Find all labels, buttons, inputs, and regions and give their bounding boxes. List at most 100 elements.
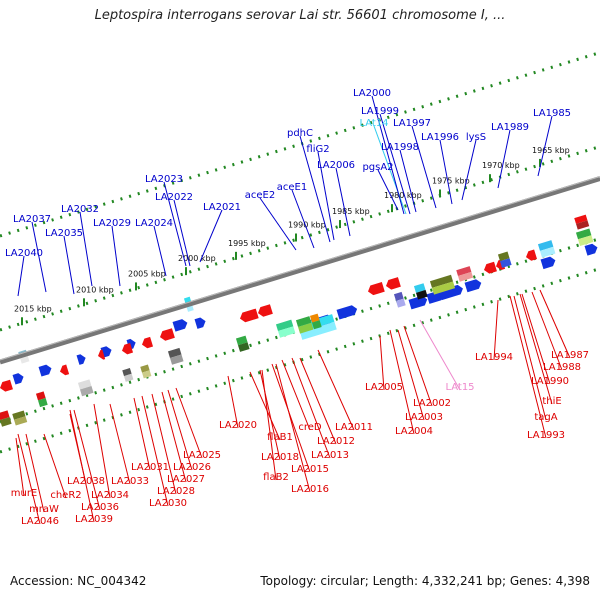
- gene-label-minus[interactable]: LA1988: [543, 362, 581, 373]
- plus-gene[interactable]: [336, 304, 359, 320]
- gene-label-minus[interactable]: LA1990: [531, 376, 569, 387]
- gene-label-plus[interactable]: LA2032: [61, 204, 99, 215]
- minus-gene-box[interactable]: [77, 379, 92, 390]
- plus-gene-box[interactable]: [432, 281, 456, 295]
- gene-label-minus[interactable]: flaB1: [267, 432, 293, 443]
- gene-label-plus[interactable]: LA2029: [93, 218, 131, 229]
- gene-label-plus[interactable]: aceE2: [245, 190, 275, 201]
- minus-gene-box[interactable]: [0, 417, 12, 427]
- minus-gene[interactable]: [159, 328, 175, 342]
- minus-gene-box[interactable]: [577, 235, 594, 246]
- plus-gene-box[interactable]: [396, 298, 406, 308]
- gene-label-minus[interactable]: LA2005: [365, 382, 403, 393]
- gene-label-plus[interactable]: LA2023: [145, 174, 183, 185]
- minus-gene-box[interactable]: [298, 322, 314, 334]
- gene-label-minus[interactable]: LA2033: [111, 476, 149, 487]
- gene-label-minus[interactable]: LA2030: [149, 498, 187, 509]
- gene-label-minus[interactable]: LA2004: [395, 426, 433, 437]
- minus-gene-box[interactable]: [142, 370, 152, 379]
- plus-gene[interactable]: [194, 316, 207, 329]
- plus-gene[interactable]: [438, 284, 465, 301]
- gene-label-plus[interactable]: LA1989: [491, 122, 529, 133]
- gene-label-minus[interactable]: creD: [298, 422, 322, 433]
- gene-label-plus[interactable]: LA2024: [135, 218, 173, 229]
- gene-label-minus[interactable]: mraW: [29, 504, 59, 515]
- minus-gene-box[interactable]: [35, 391, 46, 401]
- gene-label-minus[interactable]: thiE: [542, 396, 561, 407]
- minus-gene[interactable]: [385, 277, 401, 291]
- plus-gene[interactable]: [464, 278, 483, 293]
- minus-gene-box[interactable]: [235, 335, 248, 346]
- minus-gene[interactable]: [0, 379, 13, 393]
- minus-gene-box[interactable]: [37, 398, 48, 408]
- plus-gene-box[interactable]: [429, 274, 454, 288]
- plus-gene[interactable]: [76, 353, 88, 365]
- minus-gene[interactable]: [141, 336, 154, 349]
- gene-label-minus[interactable]: LA2012: [317, 436, 355, 447]
- minus-gene-box[interactable]: [167, 347, 182, 359]
- gene-label-plus[interactable]: aceE1: [277, 182, 307, 193]
- minus-gene-box[interactable]: [169, 354, 184, 365]
- plus-gene[interactable]: [12, 372, 25, 385]
- gene-label-minus[interactable]: LA2034: [91, 490, 129, 501]
- minus-gene-box[interactable]: [123, 373, 134, 382]
- minus-gene-box[interactable]: [275, 319, 294, 332]
- minus-gene-box[interactable]: [312, 320, 322, 330]
- plus-gene-box[interactable]: [413, 283, 426, 293]
- plus-gene-box[interactable]: [416, 289, 428, 300]
- gene-label-minus[interactable]: cheR2: [50, 490, 81, 501]
- gene-label-plus[interactable]: lysS: [466, 132, 486, 143]
- plus-gene[interactable]: [38, 363, 53, 377]
- gene-label-minus[interactable]: LA2015: [291, 464, 329, 475]
- plus-gene-box[interactable]: [456, 266, 472, 276]
- gene-label-plus[interactable]: LA1985: [533, 108, 571, 119]
- minus-gene-box[interactable]: [537, 240, 554, 251]
- gene-label-minus[interactable]: LA1987: [551, 350, 589, 361]
- minus-gene-box[interactable]: [238, 342, 250, 352]
- gene-label-minus[interactable]: LA2002: [413, 398, 451, 409]
- gene-label-plus[interactable]: LA2035: [45, 228, 83, 239]
- plus-gene[interactable]: [584, 243, 599, 256]
- gene-label-minus[interactable]: LA2011: [335, 422, 373, 433]
- plus-gene[interactable]: [408, 295, 429, 310]
- gene-label-plus[interactable]: fliG2: [306, 144, 329, 155]
- minus-gene-box[interactable]: [576, 220, 590, 230]
- gene-label-minus[interactable]: flaB2: [263, 472, 289, 483]
- gene-label-plus[interactable]: LA1999: [361, 106, 399, 117]
- minus-gene[interactable]: [525, 249, 538, 261]
- gene-label-minus[interactable]: murE: [11, 488, 38, 499]
- minus-gene-box[interactable]: [575, 228, 592, 240]
- gene-label-plus[interactable]: LA1997: [393, 118, 431, 129]
- gene-label-plus[interactable]: LA2021: [203, 202, 241, 213]
- gene-label-minus[interactable]: LA2018: [261, 452, 299, 463]
- gene-label-plus[interactable]: LA1996: [421, 132, 459, 143]
- gene-label-minus[interactable]: LA2046: [21, 516, 59, 527]
- plus-gene-box[interactable]: [458, 271, 474, 282]
- gene-label-minus[interactable]: LA2026: [173, 462, 211, 473]
- gene-label-plus[interactable]: pdhC: [287, 128, 313, 139]
- minus-gene-box[interactable]: [574, 214, 588, 224]
- gene-label-plus[interactable]: LA2006: [317, 160, 355, 171]
- gene-label-minus[interactable]: LA2031: [131, 462, 169, 473]
- minus-gene-box[interactable]: [499, 258, 512, 268]
- minus-gene-box[interactable]: [0, 410, 10, 421]
- plus-gene-box[interactable]: [393, 291, 404, 301]
- gene-label-minus[interactable]: LA2036: [81, 502, 119, 513]
- gene-label-minus[interactable]: LA1993: [527, 430, 565, 441]
- plus-gene[interactable]: [540, 255, 557, 270]
- minus-gene-box[interactable]: [140, 364, 150, 373]
- gene-label-minus[interactable]: LA2016: [291, 484, 329, 495]
- minus-gene-box[interactable]: [79, 386, 94, 397]
- minus-gene[interactable]: [483, 261, 497, 275]
- gene-label-minus[interactable]: LA1994: [475, 352, 513, 363]
- gene-label-minus[interactable]: LA2020: [219, 420, 257, 431]
- gene-label-minus[interactable]: LA2028: [157, 486, 195, 497]
- minus-gene[interactable]: [257, 304, 273, 318]
- plus-gene[interactable]: [172, 318, 189, 332]
- gene-label-plus[interactable]: LA2040: [5, 248, 43, 259]
- gene-label-minus[interactable]: LA2013: [311, 450, 349, 461]
- trna-plus-box[interactable]: [300, 321, 337, 340]
- gene-label-minus[interactable]: LAt15: [445, 382, 474, 393]
- minus-gene-box[interactable]: [277, 326, 296, 338]
